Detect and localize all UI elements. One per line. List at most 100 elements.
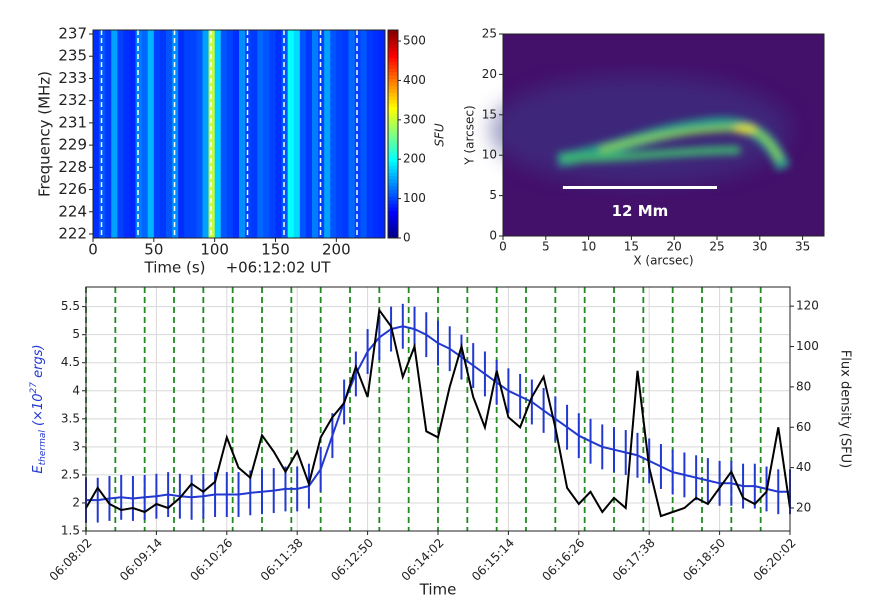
y-axis-label: Ethermal (×1027 ergs) xyxy=(29,344,48,473)
spectrum-column xyxy=(111,30,118,238)
spectrum-column xyxy=(372,30,380,238)
y2-axis-label: Flux density (SFU) xyxy=(838,350,853,468)
colorbar-segment xyxy=(388,47,398,52)
colorbar-segment xyxy=(388,36,398,41)
y2-tick-label: 20 xyxy=(796,500,811,514)
colorbar-segment xyxy=(388,57,398,62)
y-tick-label: 233 xyxy=(58,69,87,87)
y-tick-label: 4.5 xyxy=(61,355,80,369)
y-tick-label: 5 xyxy=(72,327,80,341)
colorbar-segment xyxy=(388,196,398,201)
colorbar-segment xyxy=(388,165,398,170)
plot-frame xyxy=(92,29,386,239)
x-tick-label: 5 xyxy=(542,240,550,254)
x-tick-label: 06:20:02 xyxy=(751,536,799,584)
scale-bar-label: 12 Mm xyxy=(612,202,669,220)
spectrum-column xyxy=(153,30,161,238)
colorbar-segment xyxy=(388,231,398,236)
colorbar-segment xyxy=(388,137,398,142)
y-tick-label: 231 xyxy=(58,113,87,131)
x-axis-label: X (arcsec) xyxy=(633,254,693,268)
colorbar-frame xyxy=(387,29,399,239)
y-tick-label: 4 xyxy=(72,383,80,397)
spectrum-column xyxy=(348,30,355,238)
colorbar-segment xyxy=(388,40,398,45)
colorbar-segment xyxy=(388,140,398,145)
y-axis-label-pre: (×10 xyxy=(31,393,46,430)
colorbar-segment xyxy=(388,175,398,180)
spectrum-column xyxy=(208,30,215,238)
colorbar-label: SFU xyxy=(433,123,447,147)
spectrum-column xyxy=(117,30,124,238)
colorbar-segment xyxy=(388,227,398,232)
colorbar-tick-label: 0 xyxy=(403,231,411,245)
x-tick-label: 06:16:26 xyxy=(539,536,587,584)
spectrum-column xyxy=(93,30,100,238)
y2-tick-label: 100 xyxy=(796,339,819,353)
colorbar-segment xyxy=(388,158,398,163)
x-tick-label: 06:11:38 xyxy=(258,536,306,584)
spectrum-column xyxy=(232,30,240,238)
colorbar-segment xyxy=(388,189,398,194)
colorbar-segment xyxy=(388,130,398,135)
loop-peak xyxy=(733,125,757,133)
y-tick-label: 25 xyxy=(482,27,497,41)
series-line xyxy=(85,307,791,518)
colorbar-segment xyxy=(388,134,398,138)
y-axis-label: Frequency (MHz) xyxy=(36,71,54,197)
colorbar-segment xyxy=(388,168,398,173)
y-tick-label: 222 xyxy=(58,225,87,243)
spectrum-column xyxy=(281,30,288,238)
spectrum-column xyxy=(141,30,149,238)
loop-bright xyxy=(599,125,783,162)
spectrum-column xyxy=(342,30,349,238)
spectrum-column xyxy=(336,30,343,238)
colorbar-tick-label: 300 xyxy=(403,112,426,126)
spectrum-column xyxy=(196,30,203,238)
spectrum-column xyxy=(287,30,295,238)
colorbar-segment xyxy=(388,151,398,156)
x-tick-label: 25 xyxy=(709,240,724,254)
colorbar-segment xyxy=(388,220,398,225)
colorbar-segment xyxy=(388,75,398,80)
colorbar-segment xyxy=(388,203,398,208)
colorbar-segment xyxy=(388,127,398,132)
colorbar-tick-label: 500 xyxy=(403,34,426,48)
spectrum-column xyxy=(299,30,307,238)
x-tick-label: 06:14:02 xyxy=(399,536,447,584)
image-panel: 0 5 10 15 20 25 30 35 0 5 10 15 20 25 12 Mm X (arcsec) Y… xyxy=(463,27,825,268)
spectrum-column xyxy=(360,30,368,238)
spectrum-column xyxy=(269,30,276,238)
y-tick-label: 3.5 xyxy=(61,411,80,425)
colorbar-segment xyxy=(388,172,398,177)
y-axis-label-sub: thermal xyxy=(38,430,48,466)
colorbar-segment xyxy=(388,109,398,114)
spectrum-column xyxy=(202,30,209,238)
spectrum-panel: 0 50 100 150 200 222 224 226 228 229 231 232 233 235 2… xyxy=(36,25,447,277)
spectrum-column xyxy=(293,30,301,238)
y-axis-label-main: E xyxy=(31,465,46,474)
spectrum-column xyxy=(147,30,155,238)
spectrum-column xyxy=(129,30,136,238)
x-tick-label: 06:15:14 xyxy=(469,536,517,584)
colorbar-segment xyxy=(388,116,398,121)
colorbar-tick-label: 400 xyxy=(403,73,426,87)
colorbar-segment xyxy=(388,123,398,128)
colorbar-segment xyxy=(388,85,398,90)
spectrum-column xyxy=(275,30,282,238)
x-tick-label: 06:17:38 xyxy=(610,536,658,584)
spectrum-column xyxy=(172,30,179,238)
plot-frame xyxy=(502,33,825,237)
colorbar-segment xyxy=(388,92,398,97)
colorbar-segment xyxy=(388,199,398,204)
spectrum-column xyxy=(105,30,112,238)
y-tick-label: 2.5 xyxy=(61,467,80,481)
y-tick-label: 228 xyxy=(58,158,87,176)
colorbar-tick-label: 100 xyxy=(403,191,426,205)
spectrum-column xyxy=(330,30,337,238)
spectrum-column xyxy=(123,30,130,238)
y-tick-label: 232 xyxy=(58,91,87,109)
time-series-panel: 06:08:02 06:09:14 06:10:26 06:11:38 06:12:50… xyxy=(29,286,853,599)
colorbar-segment xyxy=(388,95,398,100)
y-tick-label: 20 xyxy=(482,67,497,81)
